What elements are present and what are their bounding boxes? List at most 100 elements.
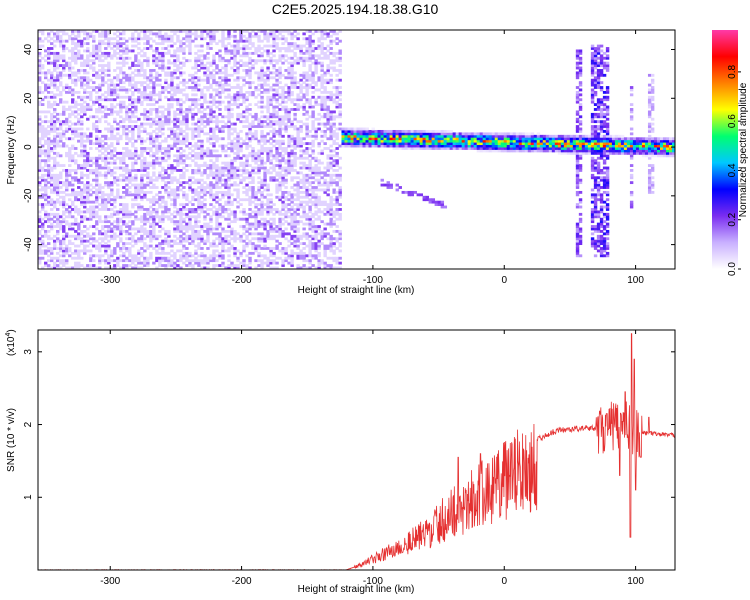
spectrogram-cell [188, 39, 192, 43]
spectrogram-cell [44, 183, 48, 187]
spectrogram-cell [206, 132, 210, 136]
spectrogram-cell [224, 44, 228, 48]
spectrogram-cell [41, 110, 45, 114]
spectrogram-cell [248, 242, 252, 246]
spectrogram-cell [245, 217, 249, 221]
spectrogram-cell [107, 169, 111, 172]
spectrogram-cell [47, 86, 51, 89]
spectrogram-cell [218, 39, 222, 43]
spectrogram-cell [290, 166, 294, 170]
spectrogram-cell [179, 239, 183, 243]
spectrogram-cell [209, 256, 213, 260]
spectrogram-cell [182, 261, 186, 265]
spectrogram-cell [212, 115, 216, 119]
spectrogram-cell [218, 254, 222, 258]
spectrogram-cell [179, 208, 183, 211]
spectrogram-cell [296, 193, 300, 197]
spectrogram-cell [74, 134, 78, 138]
spectrogram-cell [191, 73, 195, 77]
spectrogram-cell [116, 264, 120, 267]
spectrogram-cell [296, 244, 300, 248]
spectrogram-cell [200, 156, 204, 160]
spectrogram-cell [209, 154, 213, 158]
spectrogram-cell [80, 164, 84, 167]
spectrogram-cell [95, 147, 99, 150]
spectrogram-cell [98, 188, 102, 192]
spectrogram-cell [308, 227, 312, 231]
spectrogram-cell [38, 210, 42, 214]
spectrogram-cell [65, 86, 69, 89]
spectrogram-cell [194, 220, 198, 224]
spectrogram-cell [263, 73, 267, 77]
spectrogram-cell [305, 134, 309, 138]
spectrogram-cell [68, 147, 72, 150]
spectrogram-cell [131, 142, 135, 146]
spectrogram-cell [80, 64, 84, 67]
spectrogram-cell [278, 181, 282, 185]
spectrogram-cell [191, 239, 195, 243]
spectrogram-cell [98, 256, 102, 260]
spectrogram-cell [131, 83, 135, 87]
spectrogram-cell [149, 222, 153, 226]
spectrogram-cell [251, 81, 255, 85]
spectrogram-cell [302, 95, 306, 99]
spectrogram-cell [86, 198, 90, 202]
spectrogram-cell [173, 88, 177, 92]
spectrogram-cell [269, 222, 273, 226]
spectrogram-cell [212, 142, 216, 146]
spectrogram-cell [287, 203, 291, 206]
spectrogram-cell [110, 173, 114, 177]
spectrogram-cell [299, 154, 303, 158]
spectrogram-cell [284, 210, 288, 214]
spectrogram-cell [149, 103, 153, 106]
spectrogram-cell [161, 88, 165, 92]
spectrogram-cell [221, 169, 225, 172]
spectrogram-cell [86, 188, 90, 192]
spectrogram-cell [77, 42, 81, 46]
spectrogram-cell [59, 122, 63, 126]
spectrogram-cell [197, 127, 201, 131]
spectrogram-cell [257, 251, 261, 255]
spectrogram-cell [149, 32, 153, 36]
spectrogram-cell [302, 173, 306, 177]
spectrogram-cell [191, 154, 195, 158]
spectrogram-cell [278, 93, 282, 97]
spectrogram-cell [173, 144, 177, 148]
spectrogram-cell [167, 110, 171, 114]
spectrogram-cell [299, 234, 303, 238]
spectrogram-cell [125, 117, 129, 121]
spectrogram-cell [284, 190, 288, 194]
spectrogram-cell [233, 142, 237, 146]
spectrogram-cell [191, 78, 195, 82]
spectrogram-cell [215, 232, 219, 236]
spectrogram-cell [296, 44, 300, 48]
spectrogram-cell [308, 247, 312, 250]
spectrogram-cell [311, 81, 315, 85]
spectrogram-cell [260, 200, 264, 204]
spectrogram-cell [218, 166, 222, 170]
spectrogram-cell [80, 215, 84, 219]
spectrogram-cell [215, 169, 219, 172]
spectrogram-cell [218, 234, 222, 238]
spectrogram-cell [185, 234, 189, 238]
spectrogram-cell [143, 69, 147, 72]
spectrogram-cell [263, 142, 267, 146]
spectrogram-cell [101, 156, 105, 160]
spectrogram-cell [131, 93, 135, 97]
spectrogram-cell [287, 261, 291, 265]
spectrogram-cell [197, 139, 201, 143]
spectrogram-cell [92, 73, 96, 77]
spectrogram-cell [248, 112, 252, 116]
spectrogram-cell [161, 51, 165, 55]
spectrogram-cell [155, 78, 159, 82]
spectrogram-cell [308, 39, 312, 43]
spectrogram-cell [149, 256, 153, 260]
spectrogram-cell [212, 173, 216, 177]
spectrogram-cell [299, 88, 303, 92]
spectrogram-cell [98, 203, 102, 206]
spectrogram-cell [110, 227, 114, 231]
spectrogram-cell [176, 147, 180, 150]
spectrogram-cell [77, 132, 81, 136]
spectrogram-cell [245, 212, 249, 216]
spectrogram-cell [143, 164, 147, 167]
